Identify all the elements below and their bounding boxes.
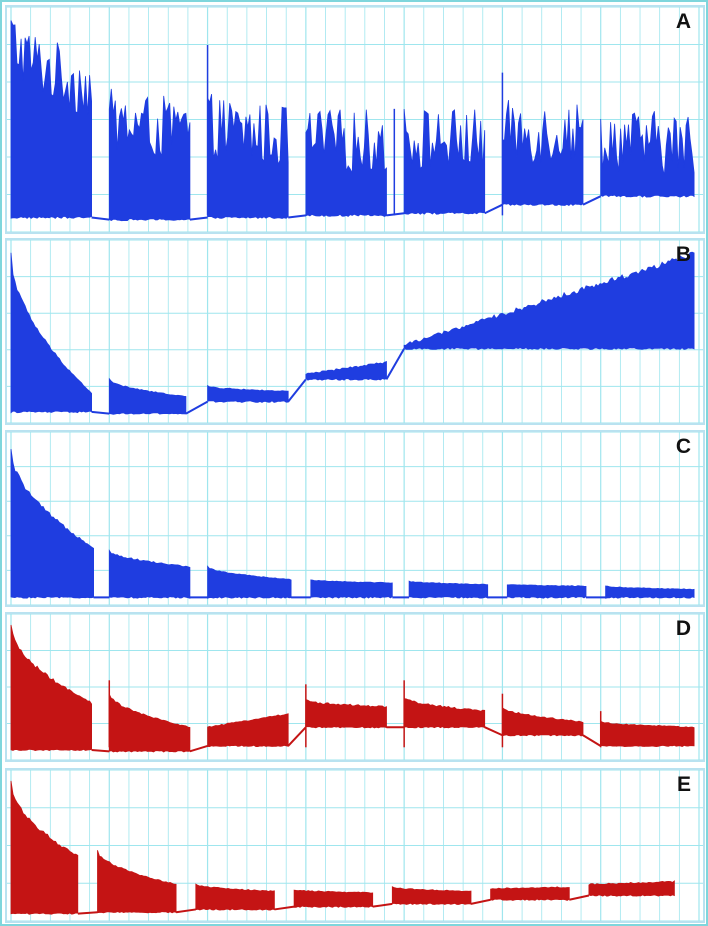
signal-segment [108, 549, 191, 599]
baseline-trace [185, 400, 209, 415]
baseline-trace [189, 216, 208, 221]
signal-segment [207, 565, 292, 599]
signal-segment [108, 88, 191, 222]
panel-e-plot [7, 770, 703, 921]
signal-segment [391, 886, 472, 905]
signal-segment [10, 449, 94, 599]
signal-segment [600, 720, 695, 748]
panel-a-label: A [675, 10, 691, 33]
panel-e: E [5, 768, 705, 923]
signal-segment [600, 111, 695, 198]
signal-segment [10, 20, 92, 219]
baseline-trace [77, 911, 98, 915]
baseline-trace [470, 898, 491, 905]
panel-e-label: E [676, 773, 691, 796]
baseline-trace [287, 378, 307, 403]
signal-segment [10, 780, 79, 915]
grid [7, 432, 703, 605]
signal-segment [408, 580, 489, 599]
signal-segment [207, 384, 289, 403]
panel-b-label: B [675, 243, 691, 266]
panel-c-plot [7, 432, 703, 605]
signal-segment [403, 108, 486, 215]
panel-b-plot [7, 240, 703, 423]
baseline-trace [189, 745, 208, 753]
signal-segment [97, 850, 177, 914]
panel-c-label: C [675, 435, 691, 458]
baseline-trace [582, 734, 602, 747]
panel-d-plot [7, 614, 703, 760]
baseline-trace [288, 214, 306, 219]
signal-segment [305, 360, 387, 381]
panel-d-label: D [675, 617, 691, 640]
signal-segment [502, 707, 584, 737]
baseline-trace [91, 748, 110, 753]
baseline-trace [386, 212, 405, 217]
signal-segment [506, 584, 587, 599]
panel-b: B [5, 238, 705, 425]
baseline-trace [274, 905, 295, 911]
signal-segment [490, 886, 570, 901]
baseline-trace [582, 195, 602, 206]
signal-segment [502, 100, 584, 206]
signal-segment [293, 889, 374, 908]
baseline-trace [91, 216, 110, 221]
baseline-trace [91, 410, 110, 415]
signal-segment [108, 377, 187, 415]
baseline-trace [385, 348, 406, 380]
panel-a-plot [7, 7, 703, 232]
panel-d: D [5, 612, 705, 762]
signal-segment [207, 713, 289, 748]
signal-segment [305, 699, 387, 729]
baseline-trace [484, 726, 503, 737]
baseline-trace [287, 726, 307, 747]
panel-c: C [5, 430, 705, 607]
signal-segment [207, 94, 289, 219]
baseline-trace [569, 894, 590, 901]
panel-a: A [5, 5, 705, 234]
baseline-trace [175, 908, 196, 914]
signal-segment [305, 109, 387, 217]
signal-segment [310, 579, 393, 599]
signal-segment [195, 883, 275, 911]
signal-segment [403, 698, 486, 729]
baseline-trace [484, 203, 503, 215]
signal-segment [10, 252, 92, 414]
signal-segment [403, 251, 695, 350]
baseline-trace [372, 902, 393, 908]
signal-segment [588, 880, 675, 897]
signal-segment [10, 624, 92, 752]
signal-segment [605, 585, 695, 599]
